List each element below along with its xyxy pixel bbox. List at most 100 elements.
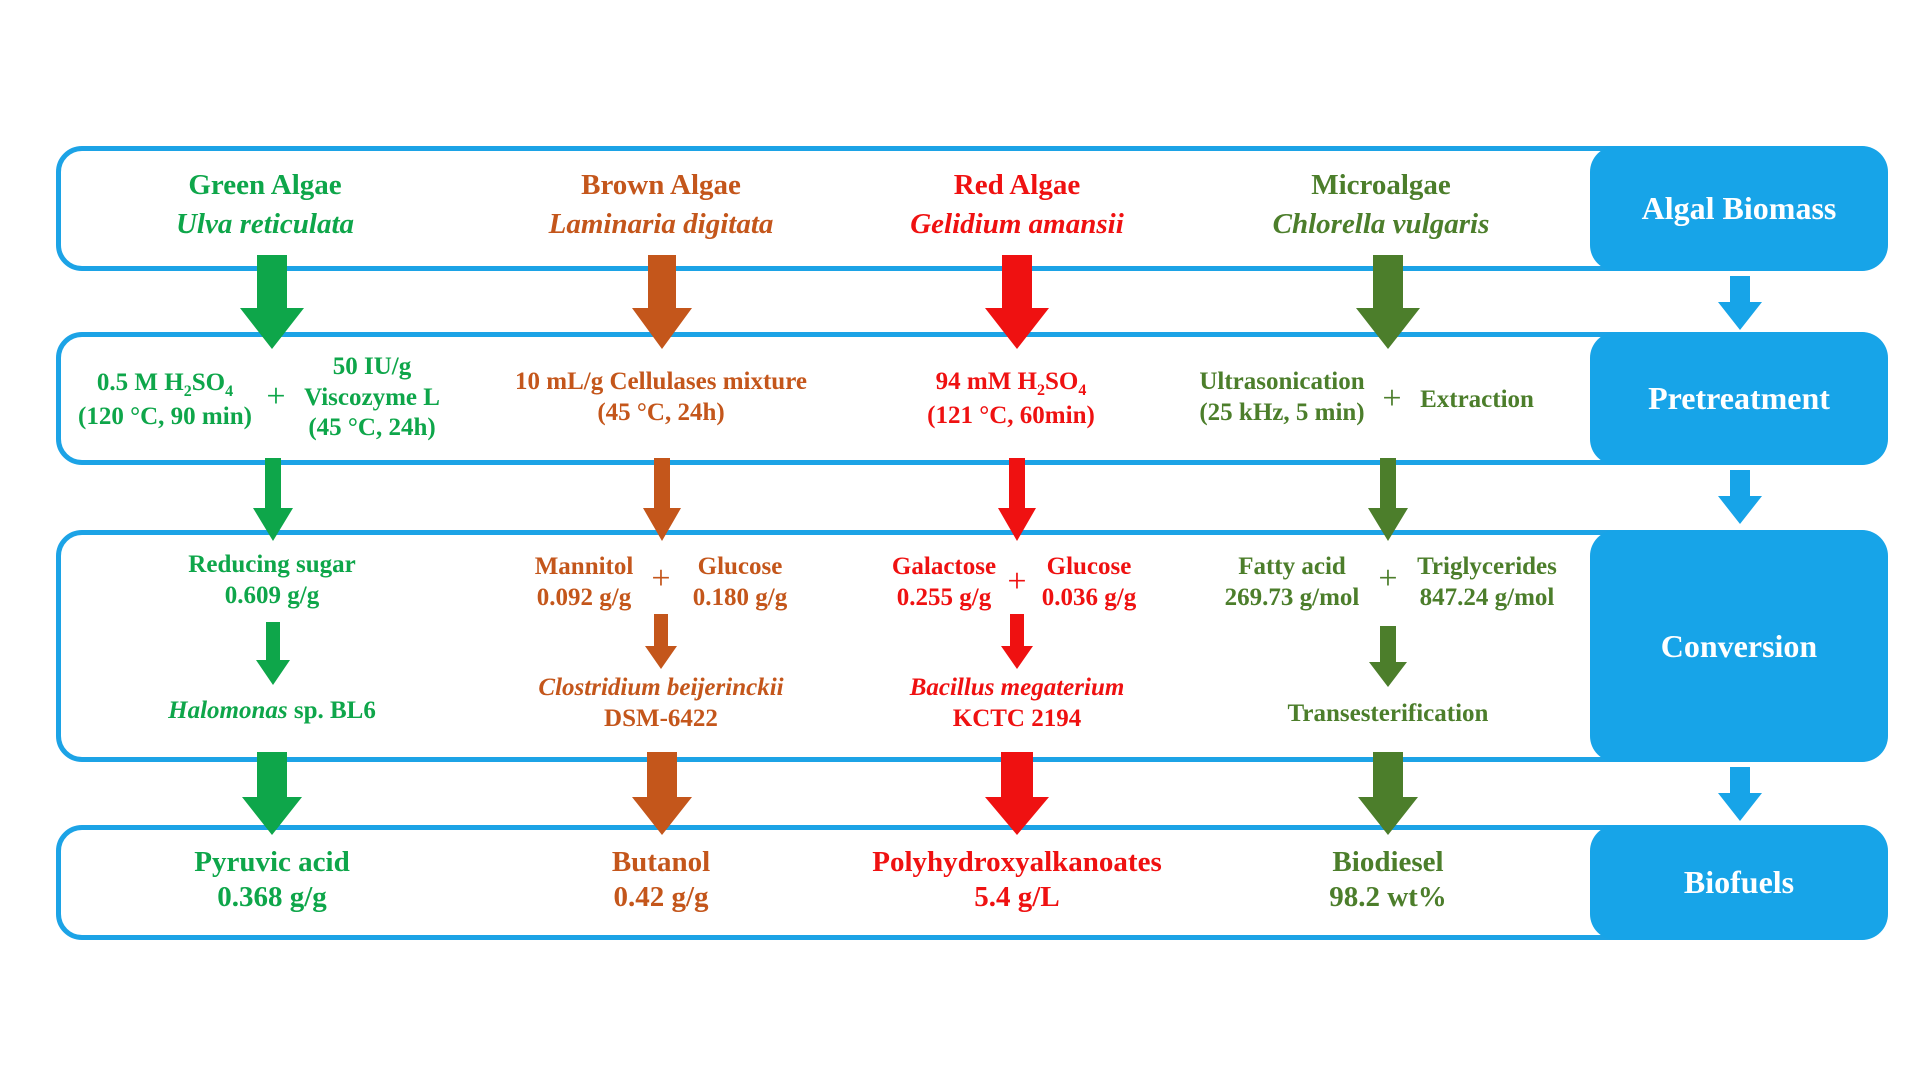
acid-text: SO [1045, 368, 1079, 395]
pretreatment-method: 10 mL/g Cellulases mixture [515, 368, 807, 395]
red-arrow-2 [998, 458, 1036, 541]
green-arrow-4 [242, 752, 302, 835]
brown-mannitol: Mannitol 0.092 g/g [535, 552, 634, 613]
subscript: 2 [1037, 382, 1046, 399]
enzyme-name: Viscozyme L [304, 383, 440, 411]
stage-arrow-3 [1718, 767, 1762, 821]
stage-arrow-2 [1718, 470, 1762, 524]
plus-sign: + [651, 560, 671, 597]
sugar-value: 0.036 g/g [1041, 583, 1137, 611]
pretreatment-conditions: (25 kHz, 5 min) [1199, 398, 1365, 426]
sugar-name: Galactose [891, 553, 997, 580]
red-glucose: Glucose 0.036 g/g [1042, 552, 1136, 613]
microalgae-biofuel: Biodiesel 98.2 wt% [1329, 845, 1447, 916]
microalgae-ultrasonication: Ultrasonication (25 kHz, 5 min) [1199, 367, 1364, 428]
band-algal-biomass [56, 146, 1886, 271]
stage-label-text: Pretreatment [1648, 380, 1830, 416]
pretreatment-conditions: (121 °C, 60min) [927, 401, 1095, 429]
biofuel-name: Pyruvic acid [194, 846, 350, 878]
product-name: Reducing sugar [188, 551, 356, 578]
compound-name: Fatty acid [1238, 553, 1346, 580]
biofuel-value: 0.42 g/g [613, 881, 709, 914]
product-value: 0.609 g/g [224, 581, 320, 609]
stage-label-text: Algal Biomass [1641, 190, 1837, 226]
stage-label-conversion: Conversion [1590, 530, 1888, 762]
olive-arrow-1 [1356, 255, 1420, 349]
green-arrow-3 [256, 622, 290, 685]
green-algae-species: Ulva reticulata [175, 208, 355, 240]
biofuel-name: Butanol [611, 846, 711, 878]
brown-glucose: Glucose 0.180 g/g [693, 552, 787, 613]
biofuel-value: 5.4 g/L [974, 881, 1060, 914]
stage-arrow-1 [1718, 276, 1762, 330]
brown-arrow-2 [643, 458, 681, 541]
olive-arrow-4 [1358, 752, 1418, 835]
subscript: 2 [183, 383, 192, 400]
olive-arrow-3 [1369, 626, 1407, 687]
brown-biofuel: Butanol 0.42 g/g [612, 845, 710, 916]
sugar-value: 0.180 g/g [692, 583, 788, 611]
biofuel-value: 0.368 g/g [217, 881, 327, 914]
plus-sign: + [266, 378, 286, 415]
microalgae-fatty-acid: Fatty acid 269.73 g/mol [1225, 552, 1360, 613]
acid-text: 94 mM H [935, 368, 1038, 395]
green-biofuel: Pyruvic acid 0.368 g/g [194, 845, 349, 916]
sugar-value: 0.092 g/g [536, 583, 632, 611]
plus-sign: + [1382, 380, 1402, 417]
sugar-name: Glucose [697, 553, 783, 580]
stage-label-pretreatment: Pretreatment [1590, 332, 1888, 465]
enzyme-conditions: (45 °C, 24h) [308, 414, 436, 441]
olive-arrow-2 [1368, 458, 1408, 541]
biofuel-value: 98.2 wt% [1329, 881, 1447, 914]
stage-label-algal-biomass: Algal Biomass [1590, 146, 1888, 271]
enzyme-dose: 50 IU/g [332, 353, 412, 380]
band-biofuels [56, 825, 1886, 940]
organism-strain: DSM-6422 [604, 704, 718, 732]
sugar-name: Glucose [1046, 553, 1132, 580]
red-arrow-4 [985, 752, 1049, 835]
green-pretreatment-acid: 0.5 M H2SO4 (120 °C, 90 min) [78, 368, 252, 432]
band-pretreatment [56, 332, 1886, 465]
plus-sign: + [1378, 560, 1398, 597]
stage-label-text: Biofuels [1683, 864, 1795, 900]
compound-name: Triglycerides [1417, 553, 1557, 580]
green-organism: Halomonas sp. BL6 [168, 696, 376, 727]
organism-genus: Halomonas [168, 697, 288, 724]
band-conversion [56, 530, 1886, 762]
sugar-value: 0.255 g/g [896, 583, 992, 611]
microalgae-title: Microalgae [1311, 169, 1451, 201]
brown-algae-title: Brown Algae [581, 169, 741, 201]
organism-strain: sp. BL6 [287, 697, 376, 724]
brown-pretreatment: 10 mL/g Cellulases mixture (45 °C, 24h) [515, 367, 807, 428]
pretreatment-conditions: (45 °C, 24h) [597, 398, 725, 426]
subscript: 4 [1078, 382, 1087, 399]
stage-label-biofuels: Biofuels [1590, 825, 1888, 940]
organism-name: Clostridium beijerinckii [538, 674, 784, 701]
red-arrow-1 [985, 255, 1049, 349]
green-pretreatment-enzyme: 50 IU/g Viscozyme L (45 °C, 24h) [304, 352, 440, 444]
brown-arrow-1 [632, 255, 692, 349]
subscript: 4 [225, 383, 234, 400]
biofuel-name: Biodiesel [1332, 846, 1444, 878]
red-organism: Bacillus megaterium KCTC 2194 [910, 673, 1125, 734]
brown-algae-species: Laminaria digitata [548, 208, 774, 240]
sugar-name: Mannitol [534, 553, 634, 580]
red-algae-species: Gelidium amansii [910, 208, 1124, 240]
microalgae-extraction: Extraction [1420, 386, 1534, 413]
compound-value: 847.24 g/mol [1419, 583, 1555, 611]
brown-arrow-4 [632, 752, 692, 835]
red-arrow-3 [1001, 614, 1033, 669]
plus-sign: + [1007, 563, 1027, 600]
brown-organism: Clostridium beijerinckii DSM-6422 [538, 673, 783, 734]
organism-name: Bacillus megaterium [909, 674, 1125, 701]
green-algae-title: Green Algae [188, 169, 342, 201]
brown-arrow-3 [645, 614, 677, 669]
biofuel-name: Polyhydroxyalkanoates [872, 846, 1162, 878]
red-biofuel: Polyhydroxyalkanoates 5.4 g/L [872, 845, 1162, 916]
microalgae-species: Chlorella vulgaris [1272, 208, 1490, 240]
compound-value: 269.73 g/mol [1224, 583, 1360, 611]
organism-strain: KCTC 2194 [952, 704, 1082, 732]
acid-conditions: (120 °C, 90 min) [78, 402, 252, 430]
microalgae-process: Transesterification [1287, 700, 1489, 727]
